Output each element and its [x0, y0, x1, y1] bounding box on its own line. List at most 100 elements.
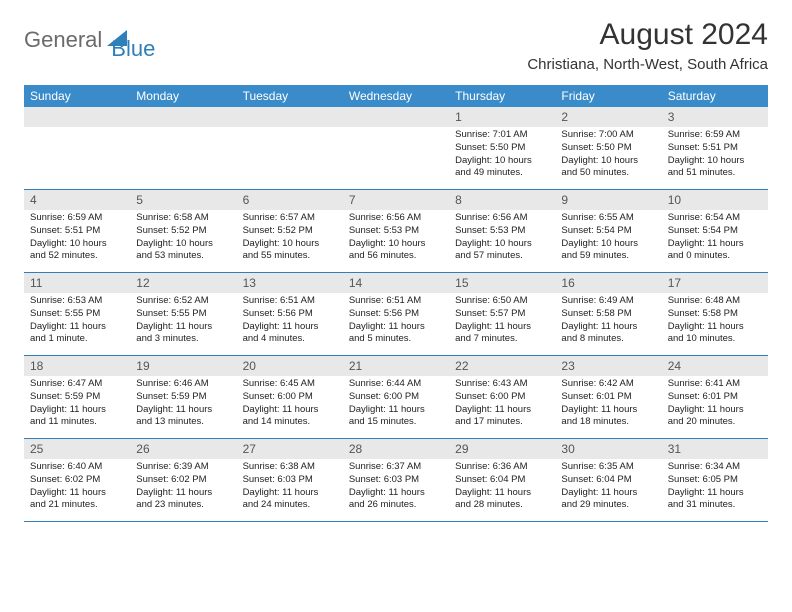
sunrise-text: Sunrise: 7:01 AM: [455, 129, 549, 142]
day-number: 12: [130, 273, 236, 293]
day-number: 22: [449, 356, 555, 376]
day-cell: Sunrise: 6:56 AMSunset: 5:53 PMDaylight:…: [449, 210, 555, 272]
day-cell: Sunrise: 7:00 AMSunset: 5:50 PMDaylight:…: [555, 127, 661, 189]
daylight-text: Daylight: 11 hours and 29 minutes.: [561, 487, 655, 513]
sunrise-text: Sunrise: 6:44 AM: [349, 378, 443, 391]
daybody-row: Sunrise: 6:53 AMSunset: 5:55 PMDaylight:…: [24, 293, 768, 355]
day-number: 24: [662, 356, 768, 376]
daylight-text: Daylight: 10 hours and 49 minutes.: [455, 155, 549, 181]
location: Christiana, North-West, South Africa: [527, 56, 768, 73]
daybody-row: Sunrise: 7:01 AM Sunset: 5:50 PM Daylight:…: [24, 127, 768, 189]
sunrise-text: Sunrise: 6:41 AM: [668, 378, 762, 391]
day-number: 18: [24, 356, 130, 376]
sunrise-text: Sunrise: 6:56 AM: [349, 212, 443, 225]
day-number: 30: [555, 439, 661, 459]
sunrise-text: Sunrise: 6:51 AM: [349, 295, 443, 308]
calendar: SundayMondayTuesdayWednesdayThursdayFrid…: [24, 85, 768, 521]
sunset-text: Sunset: 6:02 PM: [30, 474, 124, 487]
daylight-text: Daylight: 11 hours and 3 minutes.: [136, 321, 230, 347]
sunrise-text: Sunrise: 6:49 AM: [561, 295, 655, 308]
day-cell: Sunrise: 6:38 AMSunset: 6:03 PMDaylight:…: [237, 459, 343, 521]
day-number: 8: [449, 190, 555, 210]
day-number: 6: [237, 190, 343, 210]
sunrise-text: Sunrise: 6:52 AM: [136, 295, 230, 308]
daybody-row: Sunrise: 6:40 AMSunset: 6:02 PMDaylight:…: [24, 459, 768, 521]
day-number: 7: [343, 190, 449, 210]
title-block: August 2024 Christiana, North-West, Sout…: [527, 18, 768, 73]
sunset-text: Sunset: 6:03 PM: [243, 474, 337, 487]
sunset-text: Sunset: 5:50 PM: [561, 142, 655, 155]
daylight-text: Daylight: 10 hours and 52 minutes.: [30, 238, 124, 264]
daylight-text: Daylight: 11 hours and 10 minutes.: [668, 321, 762, 347]
day-number: 1: [449, 107, 555, 127]
sunrise-text: Sunrise: 6:42 AM: [561, 378, 655, 391]
daylight-text: Daylight: 11 hours and 23 minutes.: [136, 487, 230, 513]
day-cell: Sunrise: 6:35 AMSunset: 6:04 PMDaylight:…: [555, 459, 661, 521]
sunrise-text: Sunrise: 6:36 AM: [455, 461, 549, 474]
sunset-text: Sunset: 6:00 PM: [455, 391, 549, 404]
day-cell: Sunrise: 6:48 AMSunset: 5:58 PMDaylight:…: [662, 293, 768, 355]
daynum-row: 11121314151617: [24, 272, 768, 293]
day-cell: Sunrise: 6:43 AMSunset: 6:00 PMDaylight:…: [449, 376, 555, 438]
daynum-row: 25262728293031: [24, 438, 768, 459]
day-number: 11: [24, 273, 130, 293]
day-cell: Sunrise: 6:58 AMSunset: 5:52 PMDaylight:…: [130, 210, 236, 272]
day-number: [237, 107, 343, 127]
day-number: 9: [555, 190, 661, 210]
sunset-text: Sunset: 5:58 PM: [668, 308, 762, 321]
day-cell: Sunrise: 6:42 AMSunset: 6:01 PMDaylight:…: [555, 376, 661, 438]
daylight-text: Daylight: 10 hours and 51 minutes.: [668, 155, 762, 181]
day-cell: Sunrise: 6:56 AMSunset: 5:53 PMDaylight:…: [343, 210, 449, 272]
daybody-row: Sunrise: 6:59 AMSunset: 5:51 PMDaylight:…: [24, 210, 768, 272]
daylight-text: Daylight: 11 hours and 13 minutes.: [136, 404, 230, 430]
sunset-text: Sunset: 6:03 PM: [349, 474, 443, 487]
weeks-container: 123Sunrise: 7:01 AMSunset: 5:50 PMDaylig…: [24, 107, 768, 521]
day-cell: Sunrise: 6:57 AMSunset: 5:52 PMDaylight:…: [237, 210, 343, 272]
sunrise-text: Sunrise: 6:59 AM: [30, 212, 124, 225]
sunrise-text: Sunrise: 6:34 AM: [668, 461, 762, 474]
daylight-text: Daylight: 11 hours and 24 minutes.: [243, 487, 337, 513]
day-number: 4: [24, 190, 130, 210]
sunset-text: Sunset: 5:56 PM: [349, 308, 443, 321]
day-number: 2: [555, 107, 661, 127]
sunset-text: Sunset: 5:53 PM: [349, 225, 443, 238]
daynum-row: 18192021222324: [24, 355, 768, 376]
sunrise-text: Sunrise: 6:56 AM: [455, 212, 549, 225]
day-cell: [24, 127, 130, 189]
day-number: 19: [130, 356, 236, 376]
sunrise-text: Sunrise: 6:37 AM: [349, 461, 443, 474]
day-number: [343, 107, 449, 127]
sunset-text: Sunset: 6:00 PM: [349, 391, 443, 404]
sunset-text: Sunset: 5:52 PM: [136, 225, 230, 238]
weekday-header: Friday: [555, 85, 661, 107]
day-cell: Sunrise: 6:49 AMSunset: 5:58 PMDaylight:…: [555, 293, 661, 355]
sunrise-text: Sunrise: 6:59 AM: [668, 129, 762, 142]
day-number: [24, 107, 130, 127]
day-cell: Sunrise: 6:39 AMSunset: 6:02 PMDaylight:…: [130, 459, 236, 521]
day-cell: Sunrise: 6:34 AMSunset: 6:05 PMDaylight:…: [662, 459, 768, 521]
day-cell: Sunrise: 6:53 AMSunset: 5:55 PMDaylight:…: [24, 293, 130, 355]
day-cell: Sunrise: 6:45 AMSunset: 6:00 PMDaylight:…: [237, 376, 343, 438]
weekday-header: Tuesday: [237, 85, 343, 107]
sunrise-text: Sunrise: 6:57 AM: [243, 212, 337, 225]
calendar-bottom-border: [24, 521, 768, 522]
logo-text-blue: Blue: [111, 36, 155, 62]
daylight-text: Daylight: 10 hours and 57 minutes.: [455, 238, 549, 264]
sunrise-text: Sunrise: 7:00 AM: [561, 129, 655, 142]
daylight-text: Daylight: 11 hours and 26 minutes.: [349, 487, 443, 513]
sunrise-text: Sunrise: 6:45 AM: [243, 378, 337, 391]
day-cell: Sunrise: 6:37 AMSunset: 6:03 PMDaylight:…: [343, 459, 449, 521]
day-number: 28: [343, 439, 449, 459]
sunset-text: Sunset: 5:59 PM: [30, 391, 124, 404]
sunset-text: Sunset: 6:05 PM: [668, 474, 762, 487]
day-cell: Sunrise: 6:46 AMSunset: 5:59 PMDaylight:…: [130, 376, 236, 438]
daylight-text: Daylight: 11 hours and 31 minutes.: [668, 487, 762, 513]
sunrise-text: Sunrise: 6:50 AM: [455, 295, 549, 308]
daylight-text: Daylight: 11 hours and 11 minutes.: [30, 404, 124, 430]
sunrise-text: Sunrise: 6:47 AM: [30, 378, 124, 391]
day-number: 10: [662, 190, 768, 210]
sunset-text: Sunset: 5:54 PM: [561, 225, 655, 238]
sunset-text: Sunset: 5:59 PM: [136, 391, 230, 404]
sunrise-text: Sunrise: 6:38 AM: [243, 461, 337, 474]
day-number: 20: [237, 356, 343, 376]
